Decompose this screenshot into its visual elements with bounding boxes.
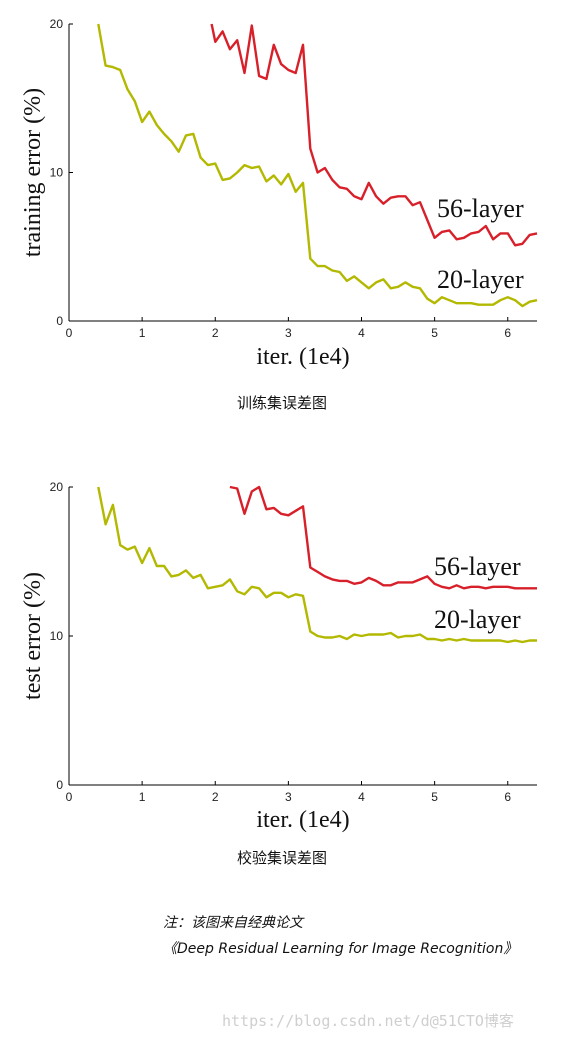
paper-title: 《Deep Residual Learning for Image Recogn… [163, 941, 518, 957]
x-tick-label: 5 [431, 326, 438, 340]
y-tick-label: 0 [56, 314, 63, 328]
x-tick-label: 0 [66, 326, 73, 340]
series-annotation: 56-layer [437, 194, 524, 223]
y-tick-label: 10 [50, 629, 64, 643]
y-axis-label: training error (%) [20, 88, 46, 257]
y-tick-label: 20 [50, 17, 64, 31]
y-tick-label: 20 [50, 480, 64, 494]
x-tick-label: 3 [285, 790, 292, 804]
chart2-caption: 校验集误差图 [236, 849, 327, 867]
x-tick-label: 6 [504, 326, 511, 340]
series-annotation: 20-layer [437, 265, 524, 294]
x-axis-label: iter. (1e4) [256, 807, 349, 833]
y-tick-label: 10 [50, 166, 64, 180]
x-tick-label: 4 [358, 326, 365, 340]
chart1-caption: 训练集误差图 [236, 394, 327, 412]
y-axis-label: test error (%) [20, 572, 46, 700]
x-tick-label: 5 [431, 790, 438, 804]
series-line-20-layer [97, 23, 538, 308]
x-tick-label: 0 [66, 790, 73, 804]
x-tick-label: 1 [139, 790, 146, 804]
source-note: 注：该图来自经典论文 [163, 915, 303, 931]
series-annotation: 56-layer [434, 552, 521, 581]
x-tick-label: 6 [504, 790, 511, 804]
x-axis-label: iter. (1e4) [256, 344, 349, 370]
x-tick-label: 3 [285, 326, 292, 340]
series-annotation: 20-layer [434, 605, 521, 634]
x-tick-label: 1 [139, 326, 146, 340]
x-tick-label: 2 [212, 790, 219, 804]
test-error-chart: 0 1 2 3 4 5 6 0 10 20 test error (%) iter. (1e4) 56-… [20, 480, 538, 833]
y-tick-label: 0 [56, 778, 63, 792]
x-tick-label: 4 [358, 790, 365, 804]
watermark: https://blog.csdn.net/d@51CTO博客 [222, 1012, 514, 1030]
series-line-56-layer [210, 23, 538, 247]
x-tick-label: 2 [212, 326, 219, 340]
training-error-chart: 0 1 2 3 4 5 6 0 10 20 training error (%) iter. (1e4… [20, 17, 538, 370]
